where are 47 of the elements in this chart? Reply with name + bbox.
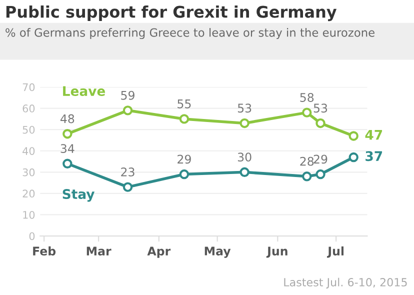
series-label: Stay xyxy=(62,189,95,202)
y-tick-label: 50 xyxy=(22,126,35,134)
point xyxy=(302,172,312,182)
data-label: 55 xyxy=(178,100,191,108)
data-label: 48 xyxy=(60,114,74,124)
point xyxy=(302,108,312,118)
y-tick-label: 70 xyxy=(22,83,35,92)
point xyxy=(122,106,133,116)
data-label: 29 xyxy=(314,154,328,164)
point xyxy=(240,167,250,178)
x-tick-label: Mar xyxy=(86,246,112,256)
x-tick-label: Apr xyxy=(147,246,171,258)
series-label: Leave xyxy=(63,86,106,96)
y-tick-label: 0 xyxy=(29,232,35,240)
data-label: 58 xyxy=(300,93,314,102)
point xyxy=(348,131,358,141)
data-label: 59 xyxy=(121,90,134,100)
y-tick-label: 10 xyxy=(23,210,35,219)
chart-subtitle: % of Germans preferring Greece to leave or stay in the eurozone xyxy=(6,28,374,40)
point xyxy=(348,152,358,162)
data-label: 47 xyxy=(365,130,382,140)
point xyxy=(62,128,72,139)
data-label: 37 xyxy=(366,151,382,162)
x-tick-label: Jun xyxy=(266,246,288,258)
point xyxy=(179,169,190,180)
point xyxy=(122,182,133,192)
data-label: 28 xyxy=(300,156,314,166)
data-label: 23 xyxy=(121,168,134,176)
chart-title: Public support for Grexit in Germany xyxy=(6,5,337,22)
x-tick-label: May xyxy=(204,246,231,258)
point xyxy=(316,169,326,180)
x-tick-label: Jul xyxy=(326,246,344,258)
y-tick-label: 60 xyxy=(22,104,35,112)
y-tick-label: 30 xyxy=(22,168,35,176)
data-label: 34 xyxy=(60,144,74,154)
data-label: 53 xyxy=(238,104,252,113)
point xyxy=(316,118,326,128)
point xyxy=(240,118,250,128)
data-label: 29 xyxy=(178,154,191,164)
y-tick-label: 40 xyxy=(22,147,35,155)
text: Lastest Jul. 6-10, 2015 xyxy=(284,278,407,288)
point xyxy=(179,114,190,124)
x-tick-label: Feb xyxy=(33,246,56,256)
data-label: 30 xyxy=(238,152,252,162)
data-label: 53 xyxy=(314,104,328,113)
y-tick-label: 20 xyxy=(22,190,35,198)
point xyxy=(62,158,72,169)
